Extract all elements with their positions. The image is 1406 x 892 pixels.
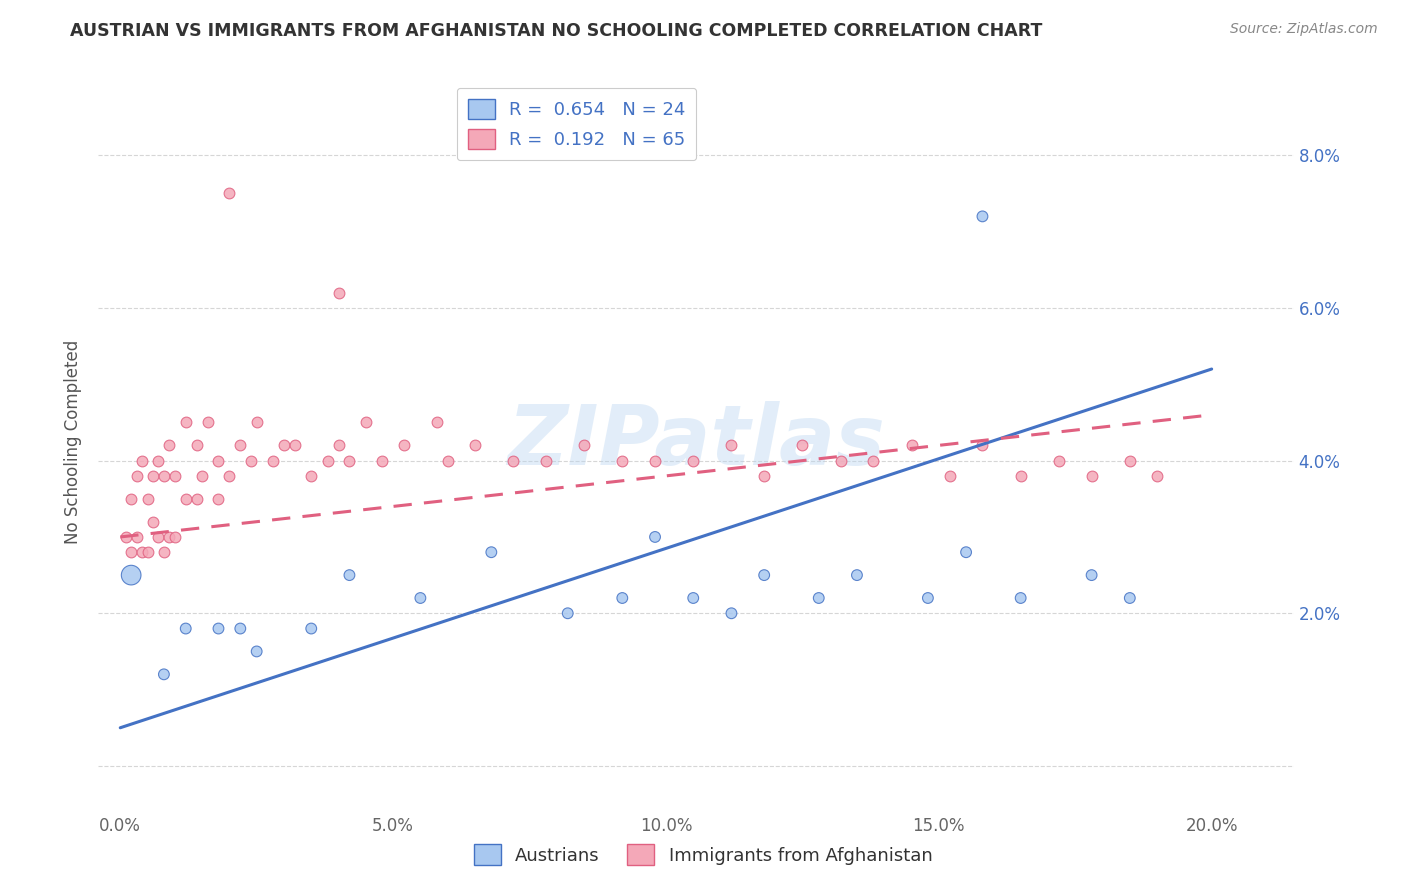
Point: [153, 667, 176, 681]
Point: [240, 453, 263, 467]
Text: Source: ZipAtlas.com: Source: ZipAtlas.com: [1230, 22, 1378, 37]
Point: [644, 530, 666, 544]
Point: [1146, 469, 1168, 483]
Point: [273, 438, 295, 452]
Point: [845, 568, 868, 582]
Point: [1119, 453, 1142, 467]
Point: [557, 607, 579, 621]
Point: [125, 469, 148, 483]
Point: [972, 210, 994, 224]
Point: [328, 285, 350, 300]
Point: [938, 469, 960, 483]
Point: [720, 607, 742, 621]
Point: [163, 530, 186, 544]
Legend: Austrians, Immigrants from Afghanistan: Austrians, Immigrants from Afghanistan: [465, 835, 941, 874]
Point: [136, 545, 159, 559]
Point: [392, 438, 415, 452]
Point: [682, 591, 704, 605]
Point: [426, 416, 449, 430]
Point: [120, 568, 142, 582]
Point: [153, 545, 176, 559]
Point: [174, 416, 197, 430]
Point: [157, 530, 180, 544]
Point: [197, 416, 219, 430]
Point: [207, 453, 229, 467]
Point: [371, 453, 394, 467]
Point: [572, 438, 595, 452]
Point: [186, 438, 208, 452]
Point: [191, 469, 214, 483]
Point: [136, 491, 159, 506]
Point: [246, 416, 269, 430]
Point: [955, 545, 977, 559]
Point: [917, 591, 939, 605]
Point: [174, 622, 197, 636]
Point: [299, 622, 322, 636]
Point: [1047, 453, 1070, 467]
Point: [409, 591, 432, 605]
Point: [464, 438, 486, 452]
Point: [131, 453, 153, 467]
Point: [972, 438, 994, 452]
Point: [120, 545, 142, 559]
Point: [534, 453, 557, 467]
Point: [186, 491, 208, 506]
Point: [479, 545, 502, 559]
Point: [174, 491, 197, 506]
Point: [720, 438, 742, 452]
Point: [229, 622, 252, 636]
Point: [682, 453, 704, 467]
Point: [754, 469, 776, 483]
Point: [339, 453, 361, 467]
Point: [148, 530, 170, 544]
Y-axis label: No Schooling Completed: No Schooling Completed: [65, 340, 83, 543]
Point: [131, 545, 153, 559]
Point: [142, 515, 165, 529]
Point: [436, 453, 458, 467]
Point: [328, 438, 350, 452]
Point: [207, 622, 229, 636]
Point: [229, 438, 252, 452]
Point: [1010, 591, 1032, 605]
Point: [207, 491, 229, 506]
Point: [148, 453, 170, 467]
Point: [142, 469, 165, 483]
Point: [354, 416, 377, 430]
Point: [900, 438, 922, 452]
Point: [157, 438, 180, 452]
Point: [1119, 591, 1142, 605]
Point: [612, 591, 634, 605]
Text: AUSTRIAN VS IMMIGRANTS FROM AFGHANISTAN NO SCHOOLING COMPLETED CORRELATION CHART: AUSTRIAN VS IMMIGRANTS FROM AFGHANISTAN …: [70, 22, 1043, 40]
Point: [218, 186, 240, 201]
Point: [754, 568, 776, 582]
Point: [1010, 469, 1032, 483]
Legend: R =  0.654   N = 24, R =  0.192   N = 65: R = 0.654 N = 24, R = 0.192 N = 65: [457, 87, 696, 161]
Point: [612, 453, 634, 467]
Point: [299, 469, 322, 483]
Point: [792, 438, 814, 452]
Point: [284, 438, 307, 452]
Point: [163, 469, 186, 483]
Point: [862, 453, 884, 467]
Point: [120, 491, 142, 506]
Point: [502, 453, 524, 467]
Point: [1080, 568, 1102, 582]
Point: [246, 644, 269, 658]
Point: [153, 469, 176, 483]
Point: [339, 568, 361, 582]
Point: [644, 453, 666, 467]
Point: [830, 453, 852, 467]
Point: [807, 591, 830, 605]
Text: ZIPatlas: ZIPatlas: [508, 401, 884, 482]
Point: [316, 453, 339, 467]
Point: [125, 530, 148, 544]
Point: [218, 469, 240, 483]
Point: [1080, 469, 1102, 483]
Point: [114, 530, 136, 544]
Point: [262, 453, 284, 467]
